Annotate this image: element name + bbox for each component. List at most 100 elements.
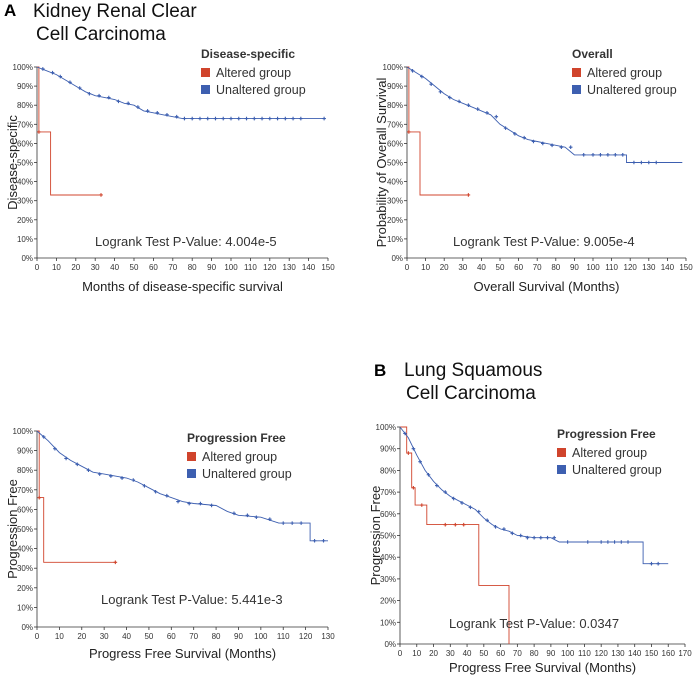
unaltered-censor-mark: [87, 91, 92, 96]
x-tick-label: 130: [611, 649, 625, 658]
panel-b-letter: B: [374, 361, 386, 380]
unaltered-censor-mark: [606, 540, 610, 544]
unaltered-censor-mark: [466, 103, 471, 107]
altered-censor-mark: [461, 522, 466, 527]
x-tick-label: 130: [283, 263, 297, 272]
panel-a-title-line1: Kidney Renal Clear: [33, 1, 197, 22]
x-tick-label: 60: [514, 263, 523, 272]
y-tick-label: 20%: [17, 584, 33, 593]
unaltered-censor-mark: [50, 70, 55, 75]
unaltered-censor-mark: [221, 116, 226, 121]
x-axis-label: Progress Free Survival (Months): [449, 660, 636, 675]
logrank-pvalue: Logrank Test P-Value: 9.005e-4: [453, 234, 635, 249]
unaltered-censor-mark: [468, 505, 473, 510]
unaltered-censor-mark: [525, 535, 530, 540]
unaltered-legend-swatch: [572, 85, 581, 94]
y-tick-label: 40%: [17, 178, 33, 187]
altered-censor-mark: [419, 503, 424, 507]
unaltered-censor-mark: [299, 116, 303, 121]
y-tick-label: 30%: [387, 197, 403, 206]
unaltered-censor-mark: [426, 472, 431, 477]
altered-censor-mark: [453, 522, 458, 527]
x-tick-label: 10: [421, 263, 430, 272]
altered-censor-mark: [443, 522, 448, 527]
y-tick-label: 40%: [380, 553, 396, 562]
unaltered-censor-mark: [612, 540, 617, 544]
unaltered-censor-mark: [522, 135, 526, 140]
unaltered-censor-mark: [568, 145, 573, 150]
x-tick-label: 0: [35, 263, 40, 272]
x-tick-label: 80: [212, 632, 221, 641]
unaltered-censor-mark: [540, 141, 545, 146]
chart-disease-specific: 0% 10% 20% 30% 40% 50% 60% 70% 80% 90% 100% 0 10 20 30…: [5, 47, 335, 294]
unaltered-censor-mark: [120, 476, 124, 480]
panel-b-title-line2: Cell Carcinoma: [406, 383, 536, 404]
chart-overall: 0% 10% 20% 30% 40% 50% 60% 70% 80% 90% 100% 0 10 20 30…: [374, 47, 693, 294]
y-tick-label: 10%: [380, 618, 396, 627]
unaltered-censor-mark: [485, 111, 489, 115]
unaltered-censor-mark: [198, 116, 202, 121]
unaltered-censor-mark: [451, 496, 456, 501]
y-tick-label: 0%: [21, 254, 33, 263]
unaltered-censor-mark: [539, 535, 543, 540]
unaltered-censor-mark: [403, 431, 407, 436]
x-tick-label: 50: [144, 632, 153, 641]
x-tick-label: 30: [91, 263, 100, 272]
unaltered-legend-label: Unaltered group: [216, 83, 306, 97]
y-tick-label: 50%: [380, 532, 396, 541]
logrank-pvalue: Logrank Test P-Value: 5.441e-3: [101, 592, 283, 607]
unaltered-censor-mark: [649, 561, 654, 566]
x-tick-label: 40: [477, 263, 486, 272]
altered-legend-swatch: [201, 68, 210, 77]
x-tick-label: 60: [496, 649, 505, 658]
x-tick-label: 20: [440, 263, 449, 272]
x-tick-label: 30: [100, 632, 109, 641]
x-tick-label: 110: [244, 263, 257, 272]
y-axis-label: Disease-specific: [5, 115, 20, 210]
unaltered-censor-mark: [252, 116, 257, 121]
y-tick-label: 80%: [17, 466, 33, 475]
unaltered-censor-mark: [236, 116, 241, 121]
altered-censor-mark: [466, 193, 471, 197]
unaltered-censor-mark: [565, 540, 570, 544]
unaltered-censor-mark: [153, 489, 158, 494]
x-tick-label: 140: [302, 263, 316, 272]
x-tick-label: 80: [188, 263, 197, 272]
unaltered-censor-mark: [447, 95, 452, 100]
unaltered-legend-label: Unaltered group: [587, 83, 677, 97]
y-tick-label: 0%: [21, 623, 33, 632]
x-tick-label: 70: [533, 263, 542, 272]
x-tick-label: 10: [55, 632, 64, 641]
unaltered-legend-label: Unaltered group: [572, 463, 662, 477]
x-tick-label: 100: [561, 649, 575, 658]
logrank-pvalue: Logrank Test P-Value: 4.004e-5: [95, 234, 277, 249]
y-tick-label: 80%: [387, 101, 403, 110]
altered-legend-swatch: [557, 448, 566, 457]
unaltered-censor-mark: [552, 535, 557, 540]
y-tick-label: 90%: [17, 447, 33, 456]
unaltered-censor-mark: [281, 521, 286, 525]
x-tick-label: 170: [678, 649, 692, 658]
altered-legend-label: Altered group: [216, 66, 291, 80]
y-tick-label: 50%: [17, 159, 33, 168]
y-tick-label: 0%: [391, 254, 403, 263]
chart-progression-free-kidney: 0% 10% 20% 30% 40% 50% 60% 70% 80% 90% 100% 0 10 20 30…: [5, 427, 335, 661]
x-tick-label: 150: [645, 649, 659, 658]
unaltered-censor-mark: [229, 116, 233, 121]
panel-a-title-line2: Cell Carcinoma: [36, 24, 166, 45]
x-tick-label: 140: [661, 263, 675, 272]
x-tick-label: 120: [263, 263, 277, 272]
y-tick-label: 70%: [380, 488, 396, 497]
unaltered-censor-mark: [654, 160, 659, 165]
unaltered-survival-line: [406, 66, 683, 163]
x-tick-label: 120: [624, 263, 638, 272]
unaltered-censor-mark: [142, 484, 147, 488]
unaltered-censor-mark: [245, 513, 250, 518]
unaltered-censor-mark: [268, 517, 272, 521]
x-tick-label: 90: [207, 263, 216, 272]
y-tick-label: 20%: [387, 216, 403, 225]
unaltered-censor-mark: [97, 93, 101, 98]
legend-title: Overall: [572, 47, 613, 61]
altered-censor-mark: [37, 495, 42, 500]
unaltered-censor-mark: [435, 483, 439, 488]
